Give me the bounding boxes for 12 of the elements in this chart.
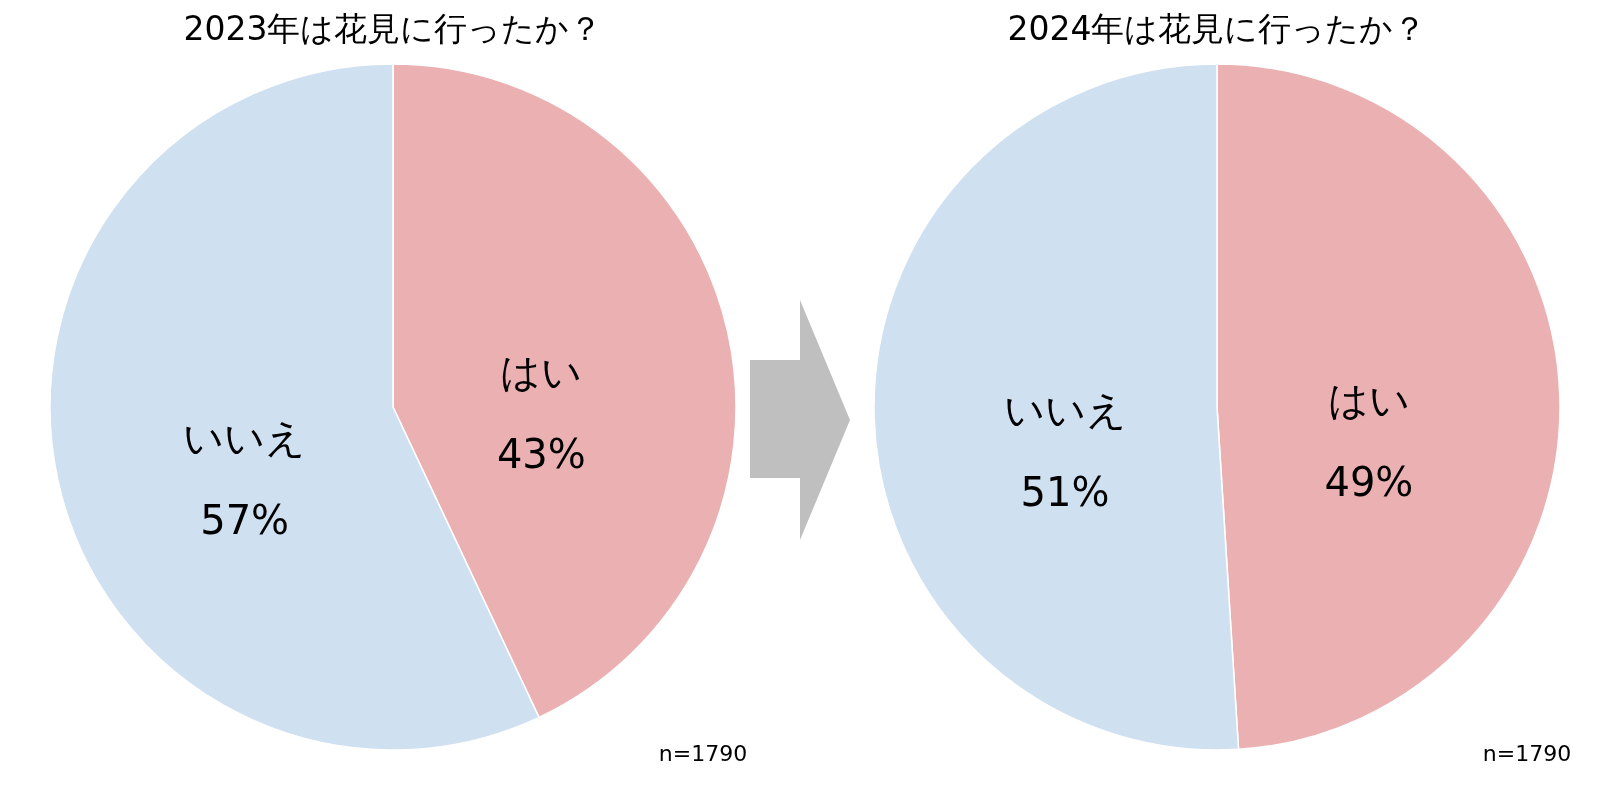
data-label: 51% <box>1020 468 1110 515</box>
data-label: 57% <box>200 497 290 544</box>
chart-title: 2024年は花見に行ったか？ <box>1007 9 1427 48</box>
slice-label: いいえ <box>183 415 307 462</box>
slice-label: いいえ <box>1003 386 1127 433</box>
chart-title: 2023年は花見に行ったか？ <box>183 9 603 48</box>
text: n=1790 <box>658 741 748 766</box>
slice-label: はい <box>1327 377 1410 424</box>
text: n=1790 <box>1482 741 1572 766</box>
slice-label: はい <box>500 348 583 395</box>
data-label: 43% <box>496 430 586 477</box>
data-label: 49% <box>1324 459 1414 506</box>
